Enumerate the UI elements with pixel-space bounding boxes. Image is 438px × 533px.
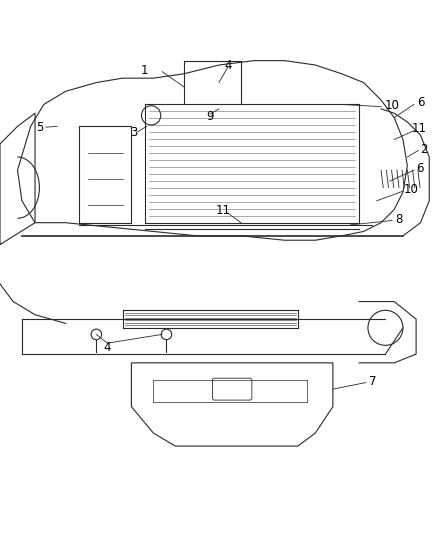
Circle shape: [91, 329, 102, 340]
Text: 1: 1: [141, 64, 148, 77]
Text: 6: 6: [416, 163, 424, 175]
Text: 5: 5: [36, 120, 43, 134]
Text: 7: 7: [368, 375, 376, 387]
Text: 10: 10: [403, 183, 418, 196]
Text: 8: 8: [395, 213, 402, 225]
Text: 2: 2: [420, 143, 428, 156]
Circle shape: [161, 329, 172, 340]
Text: 4: 4: [103, 341, 111, 354]
Text: 4: 4: [224, 59, 232, 71]
Text: 9: 9: [206, 110, 214, 123]
Text: 6: 6: [417, 96, 424, 109]
Text: 11: 11: [412, 122, 427, 135]
Text: 11: 11: [216, 204, 231, 217]
Text: 10: 10: [385, 99, 399, 112]
Text: 3: 3: [130, 126, 137, 140]
